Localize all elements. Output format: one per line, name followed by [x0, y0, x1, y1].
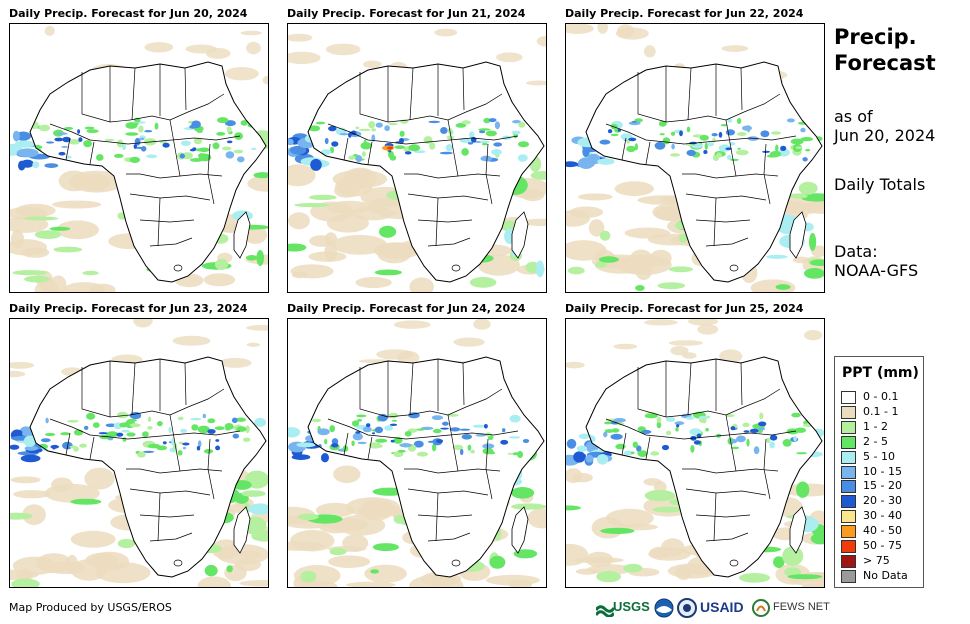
- legend-item: 15 - 20: [841, 478, 921, 494]
- legend-swatch: [841, 510, 856, 524]
- legend-swatch: [841, 480, 856, 494]
- usaid-logo-text: USAID: [700, 599, 744, 615]
- legend-label: 20 - 30: [863, 494, 902, 508]
- legend-swatch: [841, 554, 856, 568]
- legend-title: PPT (mm): [842, 365, 919, 381]
- precip-map: [9, 318, 269, 588]
- legend-item: 20 - 30: [841, 493, 921, 509]
- legend-label: 30 - 40: [863, 509, 902, 523]
- legend-item: 50 - 75: [841, 538, 921, 553]
- partner-logos: USGS USAID FEWS NET: [596, 597, 836, 619]
- legend-label: 15 - 20: [863, 479, 902, 493]
- legend-swatch: [841, 465, 856, 479]
- legend-label: 0 - 0.1: [863, 390, 899, 403]
- legend-label: 40 - 50: [863, 524, 902, 538]
- legend-label: 5 - 10: [863, 449, 895, 463]
- legend-label: 1 - 2: [863, 419, 888, 433]
- legend-label: 2 - 5: [863, 434, 888, 448]
- usgs-logo: USGS: [596, 597, 652, 619]
- map-panel-2: Daily Precip. Forecast for Jun 21, 2024: [287, 7, 547, 295]
- legend-item: 1 - 2: [841, 419, 921, 434]
- seal-logo: [677, 598, 697, 618]
- legend-label: 0.1 - 1: [863, 404, 899, 418]
- legend-label: 10 - 15: [863, 464, 902, 478]
- precip-map: [287, 318, 547, 588]
- sidebar-title-line2: Forecast: [834, 51, 936, 75]
- legend-swatch: [841, 405, 856, 419]
- as-of-date: Jun 20, 2024: [834, 126, 936, 145]
- legend-label: No Data: [863, 568, 908, 582]
- panel-title: Daily Precip. Forecast for Jun 24, 2024: [287, 302, 526, 315]
- legend-label: 50 - 75: [863, 539, 902, 552]
- precip-map: [287, 23, 547, 293]
- panel-title: Daily Precip. Forecast for Jun 25, 2024: [565, 302, 804, 315]
- panel-title: Daily Precip. Forecast for Jun 23, 2024: [9, 302, 248, 315]
- sidebar-title-line1: Precip.: [834, 25, 917, 49]
- legend-item: 40 - 50: [841, 523, 921, 539]
- precip-map: [9, 23, 269, 293]
- fewsnet-logo-text: FEWS NET: [773, 601, 830, 613]
- usgs-logo-text: USGS: [613, 599, 650, 614]
- map-panel-5: Daily Precip. Forecast for Jun 24, 2024: [287, 302, 547, 590]
- data-source: NOAA-GFS: [834, 261, 919, 280]
- precip-map: [565, 23, 825, 293]
- legend-swatch: [841, 525, 856, 539]
- legend-item: > 75: [841, 553, 921, 568]
- legend-swatch: [841, 435, 856, 449]
- sidebar-title: Precip. Forecast: [834, 24, 936, 76]
- usaid-logo: USAID: [700, 597, 750, 619]
- map-panel-1: Daily Precip. Forecast for Jun 20, 2024: [9, 7, 269, 295]
- as-of-label: as of: [834, 107, 873, 126]
- footer-credit: Map Produced by USGS/EROS: [9, 601, 172, 614]
- totals-label: Daily Totals: [834, 175, 926, 194]
- legend-swatch: [841, 391, 856, 404]
- panel-title: Daily Precip. Forecast for Jun 21, 2024: [287, 7, 526, 20]
- map-panel-3: Daily Precip. Forecast for Jun 22, 2024: [565, 7, 825, 295]
- map-panel-4: Daily Precip. Forecast for Jun 23, 2024: [9, 302, 269, 590]
- legend-item: 0 - 0.1: [841, 389, 921, 404]
- legend-item: No Data: [841, 568, 921, 583]
- legend-item: 2 - 5: [841, 434, 921, 449]
- legend-item: 30 - 40: [841, 508, 921, 524]
- panel-title: Daily Precip. Forecast for Jun 22, 2024: [565, 7, 804, 20]
- legend-item: 10 - 15: [841, 464, 921, 479]
- legend-swatch: [841, 450, 856, 464]
- legend-item: 5 - 10: [841, 449, 921, 464]
- noaa-logo: [654, 598, 674, 618]
- precip-map: [565, 318, 825, 588]
- legend-swatch: [841, 495, 856, 509]
- fewsnet-logo: FEWS NET: [752, 597, 836, 619]
- legend-swatch: [841, 420, 856, 434]
- panel-title: Daily Precip. Forecast for Jun 20, 2024: [9, 7, 248, 20]
- legend-swatch: [841, 540, 856, 553]
- legend-item: 0.1 - 1: [841, 404, 921, 419]
- legend-swatch: [841, 569, 856, 583]
- legend-label: > 75: [863, 553, 890, 567]
- data-label: Data:: [834, 242, 878, 261]
- map-panel-6: Daily Precip. Forecast for Jun 25, 2024: [565, 302, 825, 590]
